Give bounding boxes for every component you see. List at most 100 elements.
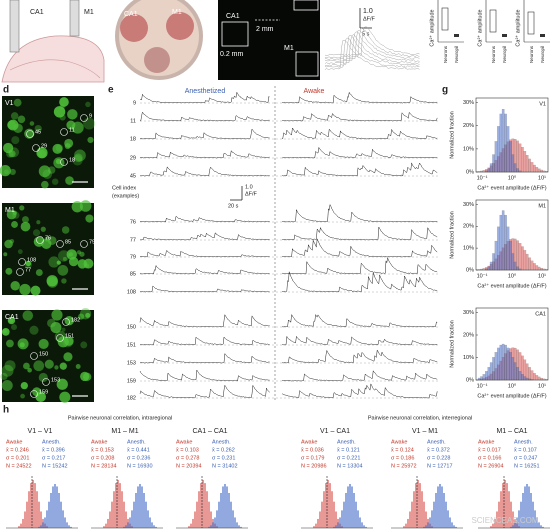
cell-glow <box>38 165 51 178</box>
hist-bar <box>520 501 522 528</box>
cell-glow <box>48 256 60 268</box>
hist-bar <box>509 141 512 173</box>
hist-bar <box>500 491 502 528</box>
trace <box>139 250 270 258</box>
hist-bar <box>492 253 495 271</box>
cell-index: 9 <box>133 100 136 106</box>
implant <box>120 14 148 42</box>
cell-glow <box>36 220 41 225</box>
y-tick-label: 0% <box>466 169 474 175</box>
cell-marker <box>30 390 38 398</box>
hist-bar <box>538 522 540 528</box>
cell-glow <box>1 328 10 336</box>
cell-glow <box>85 312 91 318</box>
hist-bar <box>518 371 522 381</box>
hist-bar <box>535 167 539 173</box>
pair-title: M1 – CA1 <box>496 428 527 435</box>
hist-bar <box>521 147 524 173</box>
axis-label: Ca²⁺ event amplitude (ΔF/F) <box>477 392 546 399</box>
cell-index: 29 <box>130 155 136 161</box>
hist-bar <box>151 522 153 528</box>
hist-bar <box>232 510 234 528</box>
hist-bar <box>228 492 230 528</box>
hist-bar <box>407 518 409 528</box>
cell-label: 76 <box>45 235 51 241</box>
x-tick-label: 10¹ <box>538 383 546 389</box>
hist-bar <box>490 526 492 528</box>
panel-letter: g <box>442 85 448 96</box>
stat: Anesth. <box>337 439 356 445</box>
y-tick-label: 20% <box>463 224 474 230</box>
hist-bar <box>329 483 331 528</box>
y-tick-label: 10% <box>463 355 474 361</box>
cell-glow <box>54 365 59 370</box>
cell-glow <box>44 359 54 369</box>
category-label: Neuropil <box>540 46 545 63</box>
stat: x̄ = 0.103 <box>176 447 199 453</box>
x-tick-label: 10¹ <box>538 273 546 279</box>
hist-bar <box>528 257 531 271</box>
axis-label: (examples) <box>112 193 139 199</box>
hist-bar <box>317 518 319 528</box>
cell-label: 77 <box>25 267 31 273</box>
cell-glow <box>85 214 94 223</box>
hist-bar <box>540 267 543 271</box>
hist-bar <box>504 214 507 271</box>
hist-bar <box>111 501 113 528</box>
hist-bar <box>530 370 534 381</box>
electrode <box>9 0 20 53</box>
implant <box>144 47 170 73</box>
cell-glow <box>80 341 88 349</box>
hist-bar <box>125 525 127 528</box>
y-tick-label: 0% <box>466 377 474 383</box>
hist-bar <box>421 491 423 528</box>
inset <box>293 0 319 11</box>
region-label: M1 <box>538 203 546 209</box>
box <box>527 11 535 35</box>
hist-bar <box>353 492 355 528</box>
cell-glow <box>11 221 18 228</box>
stat: N = 24522 <box>6 463 32 469</box>
hist-bar <box>66 522 68 528</box>
hist-bar <box>533 164 536 173</box>
x-tick-label: 10⁻¹ <box>477 273 488 279</box>
hist-bar <box>147 510 149 528</box>
hist-bar <box>145 501 147 528</box>
cell-label: 182 <box>71 317 80 323</box>
stat: x̄ = 0.121 <box>337 447 360 453</box>
cell-glow <box>23 362 30 370</box>
hist-bar <box>506 126 510 173</box>
stat: N = 20394 <box>176 463 202 469</box>
scale-label: 5 s <box>362 31 370 37</box>
trace <box>139 336 270 346</box>
hist-bar <box>526 484 528 528</box>
cell-glow <box>32 229 41 237</box>
trace <box>324 34 420 67</box>
hist-bar <box>545 269 548 271</box>
cell-glow <box>11 136 20 145</box>
hist-bar <box>542 170 546 173</box>
cell-marker <box>80 114 88 122</box>
hist-bar <box>524 486 526 528</box>
hist-bar <box>425 511 427 528</box>
cell-glow <box>29 325 39 335</box>
cell-glow <box>74 149 86 162</box>
hist-bar <box>417 480 419 528</box>
brain-outline <box>1 35 105 83</box>
stat: x̄ = 0.441 <box>127 447 150 453</box>
cell-glow <box>38 372 48 383</box>
cell-glow <box>57 336 69 348</box>
x-tick-label: 10⁻¹ <box>477 383 488 389</box>
cell-glow <box>13 123 23 134</box>
condition-label: Awake <box>304 88 325 95</box>
y-tick-label: 10% <box>463 246 474 252</box>
hist-bar <box>455 526 457 528</box>
hist-bar <box>62 510 64 528</box>
x-tick-label: 10⁰ <box>508 272 517 279</box>
hist-bar <box>210 525 212 528</box>
stat: x̄ = 0.036 <box>301 447 324 453</box>
hist-bar <box>477 269 481 271</box>
panel-g: Normalized fraction Ca²⁺ event amplitude … <box>449 97 549 399</box>
hist-bar <box>153 525 155 528</box>
region-label: CA1 <box>5 314 19 321</box>
